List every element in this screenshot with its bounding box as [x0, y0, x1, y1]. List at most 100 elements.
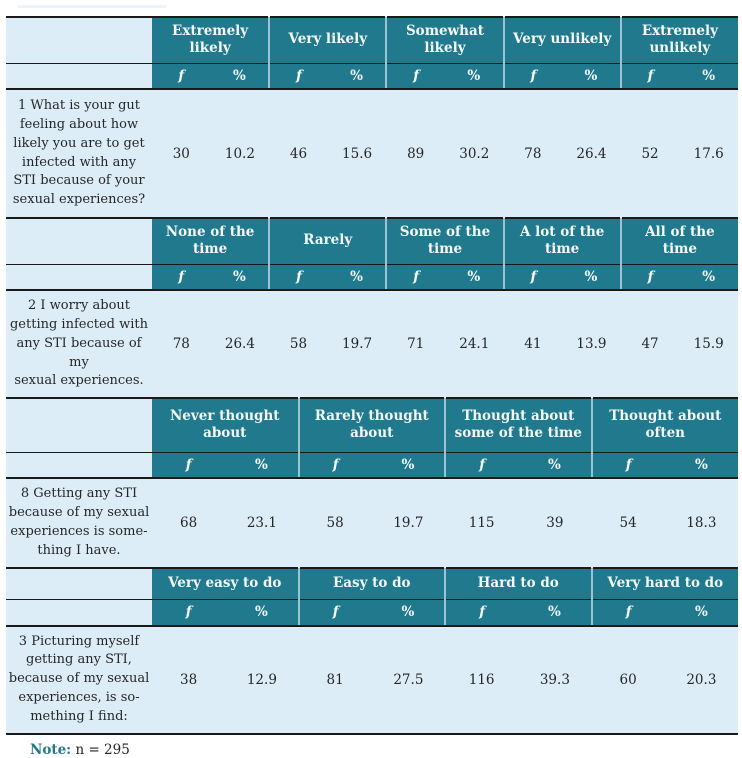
corner-cell	[6, 63, 152, 90]
percent-header: %	[225, 599, 299, 627]
note-label: Note:	[30, 741, 72, 758]
category-header-cell: Very unlikely	[502, 17, 621, 64]
frequency-header: f	[443, 599, 519, 627]
value-cell: 30.2	[444, 89, 504, 217]
corner-cell	[6, 567, 152, 601]
frequency-header: f	[268, 63, 328, 90]
value-cell: 78	[503, 89, 563, 217]
value-cell: 18.3	[664, 478, 738, 567]
category-header-cell: Thought about often	[590, 398, 738, 453]
category-header-cell: Easy to do	[297, 567, 445, 601]
category-header-row: Extremely likely Very likely Somewhat li…	[6, 17, 738, 64]
percent-header: %	[210, 264, 270, 291]
cropped-content-remnant	[18, 5, 166, 8]
value-cell: 13.9	[562, 290, 621, 398]
corner-cell	[6, 264, 152, 291]
category-header-row: Never thought about Rarely thought about…	[6, 398, 738, 453]
value-cell: 23.1	[225, 478, 299, 567]
value-cell: 89	[386, 89, 445, 217]
value-cell: 19.7	[327, 290, 387, 398]
value-cell: 58	[298, 478, 372, 567]
percent-header: %	[518, 452, 592, 480]
value-cell: 58	[269, 290, 328, 398]
category-header-cell: Rarely thought about	[297, 398, 445, 453]
percent-header: %	[225, 452, 299, 480]
category-header-cell: Never thought about	[152, 398, 299, 453]
value-cell: 12.9	[225, 625, 299, 734]
corner-cell	[6, 452, 152, 480]
value-cell: 20.3	[664, 625, 738, 734]
survey-table-section-2: None of the time Rarely Some of the time…	[6, 217, 738, 398]
value-cell: 19.7	[371, 478, 445, 567]
value-cell: 115	[445, 478, 519, 567]
category-header-cell: Extremely unlikely	[619, 17, 738, 64]
percent-header: %	[679, 63, 738, 90]
percent-header: %	[210, 63, 270, 90]
frequency-header: f	[443, 452, 519, 480]
category-header-cell: Very likely	[268, 17, 387, 64]
question-cell: 8 Getting any STI because of my sexual e…	[6, 478, 152, 567]
category-header-cell: Hard to do	[444, 567, 592, 601]
value-cell: 39.3	[518, 625, 592, 734]
frequency-header: f	[152, 264, 211, 291]
category-header-cell: Thought about some of the time	[444, 398, 592, 453]
percent-header: %	[664, 452, 738, 480]
frequency-header: f	[619, 264, 680, 291]
survey-table-section-3: Never thought about Rarely thought about…	[6, 397, 738, 567]
percent-header: %	[444, 63, 504, 90]
frequency-header: f	[502, 264, 563, 291]
value-cell: 39	[518, 478, 592, 567]
frequency-header: f	[619, 63, 680, 90]
value-cell: 52	[620, 89, 680, 217]
subheader-row: f % f % f % f %	[6, 599, 738, 627]
corner-cell	[6, 398, 152, 453]
percent-header: %	[444, 264, 504, 291]
category-header-cell: Very hard to do	[590, 567, 738, 601]
percent-header: %	[562, 63, 621, 90]
percent-header: %	[562, 264, 621, 291]
frequency-header: f	[590, 452, 665, 480]
subheader-row: f % f % f % f %	[6, 452, 738, 480]
data-row: 3 Picturing myself getting any STI, beca…	[6, 625, 738, 734]
value-cell: 26.4	[210, 290, 270, 398]
value-cell: 78	[152, 290, 211, 398]
percent-header: %	[664, 599, 738, 627]
percent-header: %	[327, 264, 387, 291]
percent-header: %	[371, 599, 445, 627]
question-cell: 3 Picturing myself getting any STI, beca…	[6, 625, 152, 734]
frequency-header: f	[385, 264, 445, 291]
value-cell: 27.5	[371, 625, 445, 734]
value-cell: 30	[152, 89, 211, 217]
survey-table-section-4: Very easy to do Easy to do Hard to do Ve…	[6, 566, 738, 735]
corner-cell	[6, 17, 152, 64]
category-header-cell: Very easy to do	[152, 567, 299, 601]
frequency-header: f	[590, 599, 665, 627]
category-header-cell: Some of the time	[385, 218, 504, 265]
table-note: Note: n = 295	[30, 742, 738, 758]
category-header-cell: Extremely likely	[152, 17, 270, 64]
value-cell: 116	[445, 625, 519, 734]
value-cell: 38	[152, 625, 226, 734]
subheader-row: f % f % f % f % f %	[6, 264, 738, 291]
question-cell: 1 What is your gut feeling about how lik…	[6, 89, 152, 217]
subheader-row: f % f % f % f % f %	[6, 63, 738, 90]
frequency-header: f	[152, 599, 226, 627]
frequency-header: f	[152, 63, 211, 90]
value-cell: 15.9	[679, 290, 738, 398]
value-cell: 71	[386, 290, 445, 398]
percent-header: %	[679, 264, 738, 291]
value-cell: 47	[620, 290, 680, 398]
value-cell: 15.6	[327, 89, 387, 217]
frequency-header: f	[152, 452, 226, 480]
value-cell: 81	[298, 625, 372, 734]
value-cell: 60	[591, 625, 665, 734]
value-cell: 26.4	[562, 89, 621, 217]
category-header-row: None of the time Rarely Some of the time…	[6, 218, 738, 265]
percent-header: %	[371, 452, 445, 480]
note-text: n = 295	[75, 741, 130, 758]
value-cell: 68	[152, 478, 226, 567]
survey-table-section-1: Extremely likely Very likely Somewhat li…	[6, 16, 738, 217]
data-row: 1 What is your gut feeling about how lik…	[6, 89, 738, 217]
category-header-cell: Somewhat likely	[385, 17, 504, 64]
